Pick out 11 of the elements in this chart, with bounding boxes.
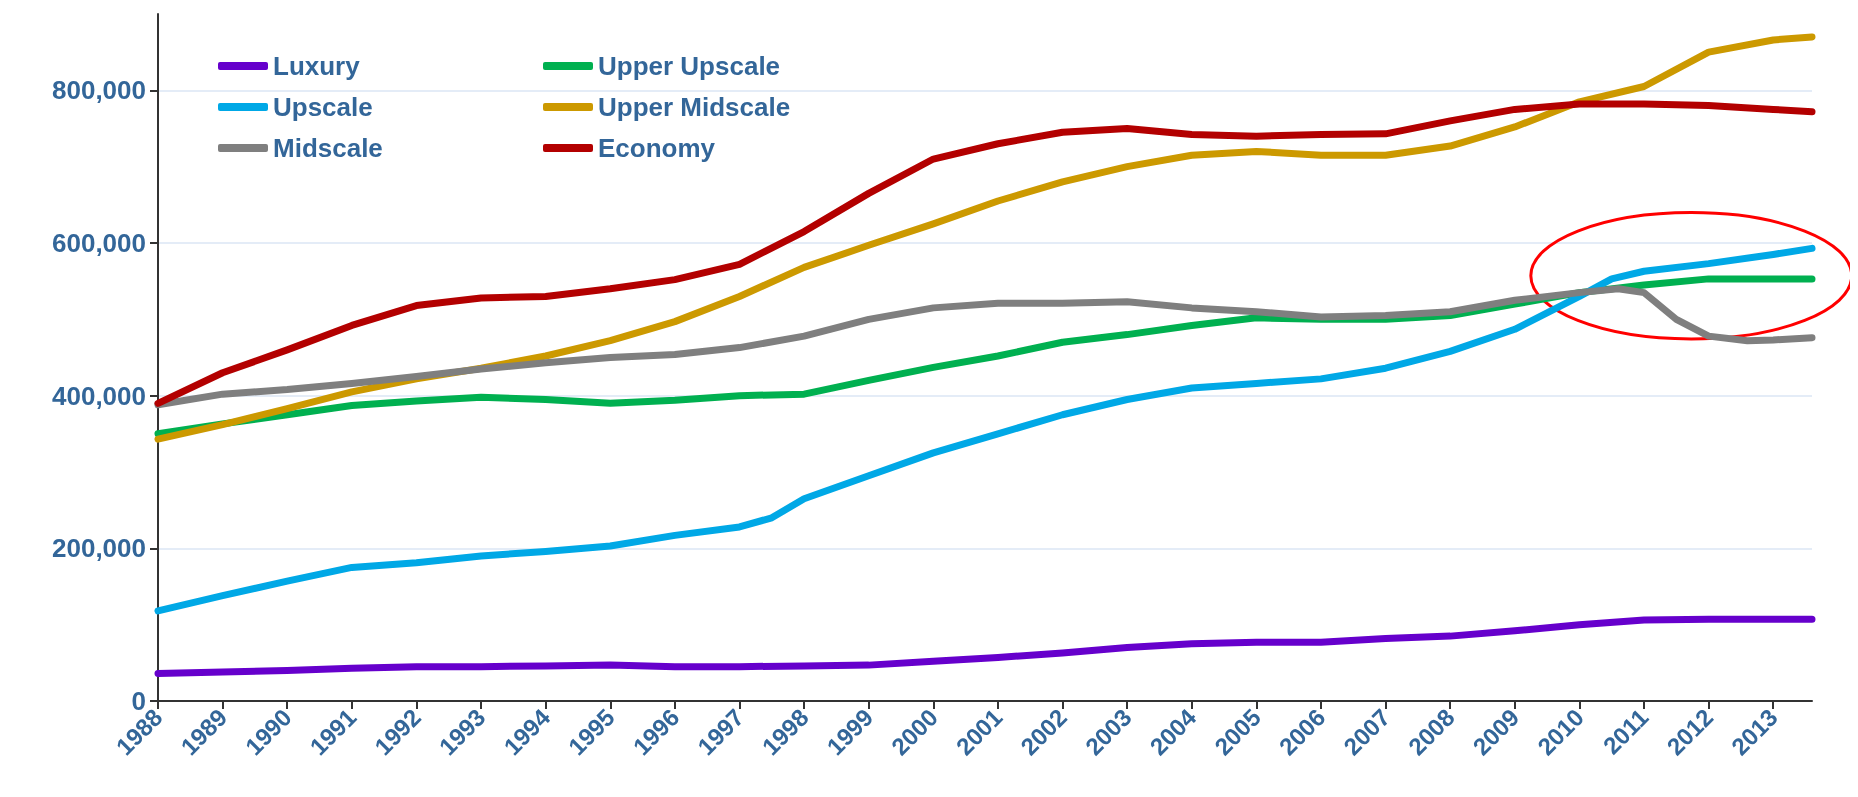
legend-label: Luxury bbox=[273, 51, 361, 81]
y-tick-label: 800,000 bbox=[52, 75, 146, 106]
y-tick-label: 200,000 bbox=[52, 533, 146, 564]
legend-label: Upper Midscale bbox=[598, 92, 791, 122]
y-tick-label: 400,000 bbox=[52, 380, 146, 411]
legend-label: Economy bbox=[598, 133, 716, 163]
legend-label: Upscale bbox=[273, 92, 373, 122]
legend-label: Midscale bbox=[273, 133, 383, 163]
legend-label: Upper Upscale bbox=[598, 51, 781, 81]
y-tick-label: 0 bbox=[131, 686, 146, 716]
y-tick-label: 600,000 bbox=[52, 228, 146, 258]
